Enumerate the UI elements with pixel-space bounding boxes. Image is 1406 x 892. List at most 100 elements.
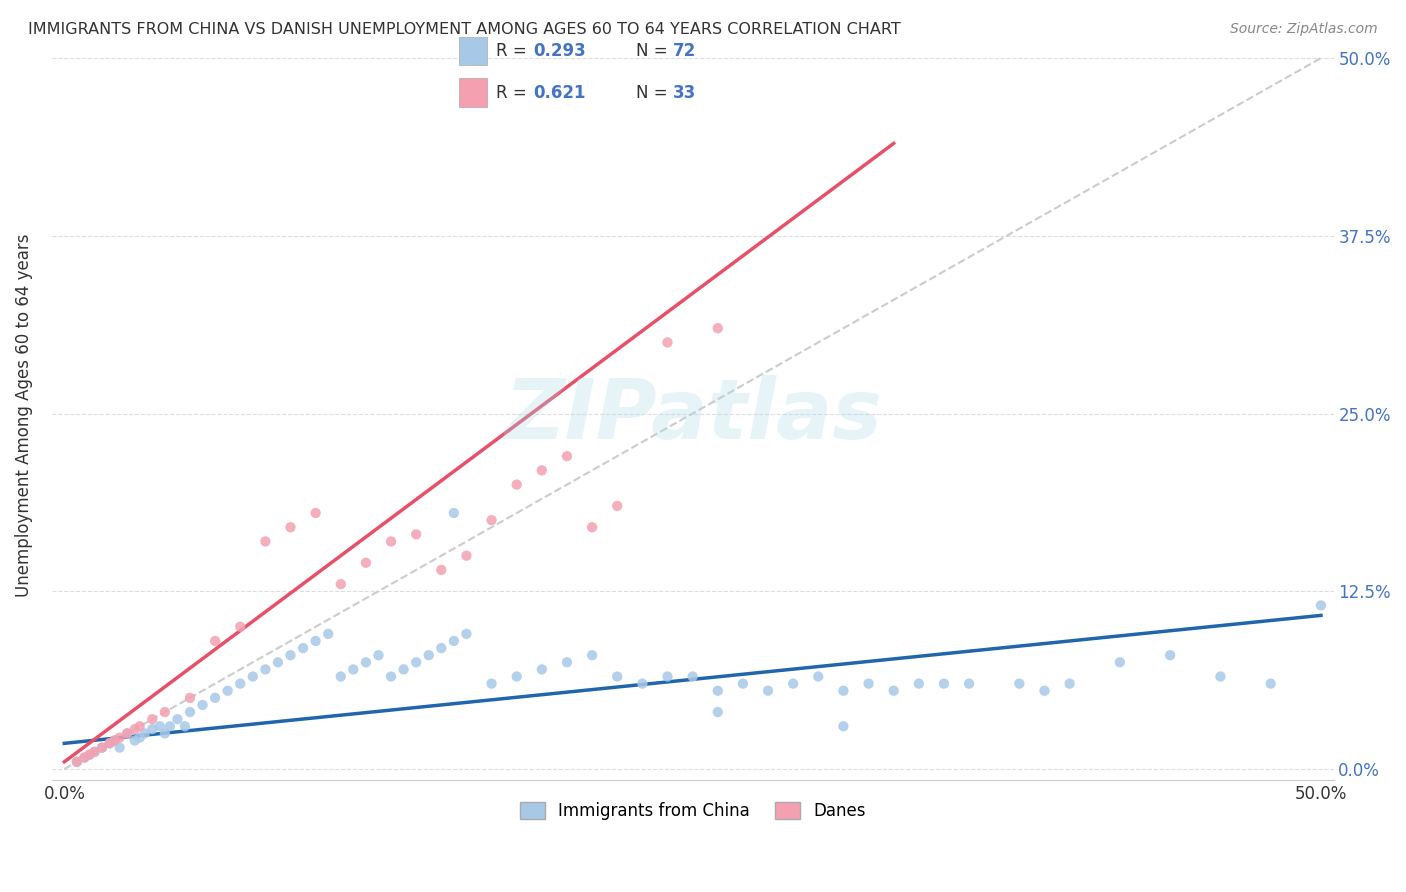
Point [179,690,201,705]
Text: 0.293: 0.293 [533,42,586,60]
Point [1310,599,1333,613]
Point [267,655,290,669]
Text: N =: N = [636,84,672,102]
Point [957,676,980,690]
Point [756,683,779,698]
Point [1209,669,1232,683]
Text: ZIPatlas: ZIPatlas [503,376,882,456]
Bar [460,78,486,107]
Point [682,669,704,683]
Point [657,335,679,350]
Point [832,683,855,698]
Point [141,712,163,726]
Point [217,683,239,698]
Y-axis label: Unemployment Among Ages 60 to 64 years: Unemployment Among Ages 60 to 64 years [15,234,32,598]
Point [405,655,427,669]
Point [304,506,326,520]
Point [83,745,105,759]
Point [329,669,352,683]
Point [932,676,955,690]
Point [481,676,503,690]
Point [606,499,628,513]
Point [79,747,101,762]
Point [179,705,201,719]
Text: N =: N = [636,42,672,60]
Point [73,750,96,764]
Bar [460,37,486,65]
Point [204,690,226,705]
Point [124,733,146,747]
Point [392,662,415,676]
Point [606,669,628,683]
Point [124,722,146,736]
Point [1260,676,1282,690]
Point [707,683,730,698]
Point [782,676,804,690]
Point [280,520,302,534]
Point [66,755,89,769]
Point [91,740,114,755]
Point [141,722,163,736]
Point [254,534,277,549]
Point [108,740,131,755]
Point [354,655,377,669]
Text: 33: 33 [672,84,696,102]
Point [115,726,138,740]
Point [229,676,252,690]
Point [883,683,905,698]
Point [115,726,138,740]
Text: IMMIGRANTS FROM CHINA VS DANISH UNEMPLOYMENT AMONG AGES 60 TO 64 YEARS CORRELATI: IMMIGRANTS FROM CHINA VS DANISH UNEMPLOY… [28,22,901,37]
Point [329,577,352,591]
Point [254,662,277,676]
Point [1008,676,1031,690]
Point [367,648,389,663]
Point [505,669,527,683]
Point [807,669,830,683]
Point [242,669,264,683]
Point [149,719,172,733]
Point [153,726,176,740]
Point [405,527,427,541]
Point [530,463,553,477]
Legend: Immigrants from China, Danes: Immigrants from China, Danes [513,795,872,827]
Point [229,620,252,634]
Text: 0.621: 0.621 [533,84,586,102]
Point [103,733,125,747]
Point [1159,648,1181,663]
Point [316,627,339,641]
Point [159,719,181,733]
Point [91,740,114,755]
Text: R =: R = [496,84,533,102]
Point [731,676,754,690]
Point [304,634,326,648]
Point [456,549,478,563]
Point [707,321,730,335]
Point [191,698,214,712]
Point [79,747,101,762]
Point [707,705,730,719]
Point [98,736,121,750]
Point [108,731,131,745]
Point [1033,683,1056,698]
Point [1059,676,1081,690]
Point [530,662,553,676]
Point [153,705,176,719]
Point [657,669,679,683]
Text: R =: R = [496,42,533,60]
Point [83,745,105,759]
Point [354,556,377,570]
Point [581,520,603,534]
Text: Source: ZipAtlas.com: Source: ZipAtlas.com [1230,22,1378,37]
Point [128,719,150,733]
Point [98,736,121,750]
Point [555,655,578,669]
Point [280,648,302,663]
Point [380,669,402,683]
Point [456,627,478,641]
Point [443,506,465,520]
Point [481,513,503,527]
Point [128,731,150,745]
Text: 72: 72 [672,42,696,60]
Point [581,648,603,663]
Point [430,563,453,577]
